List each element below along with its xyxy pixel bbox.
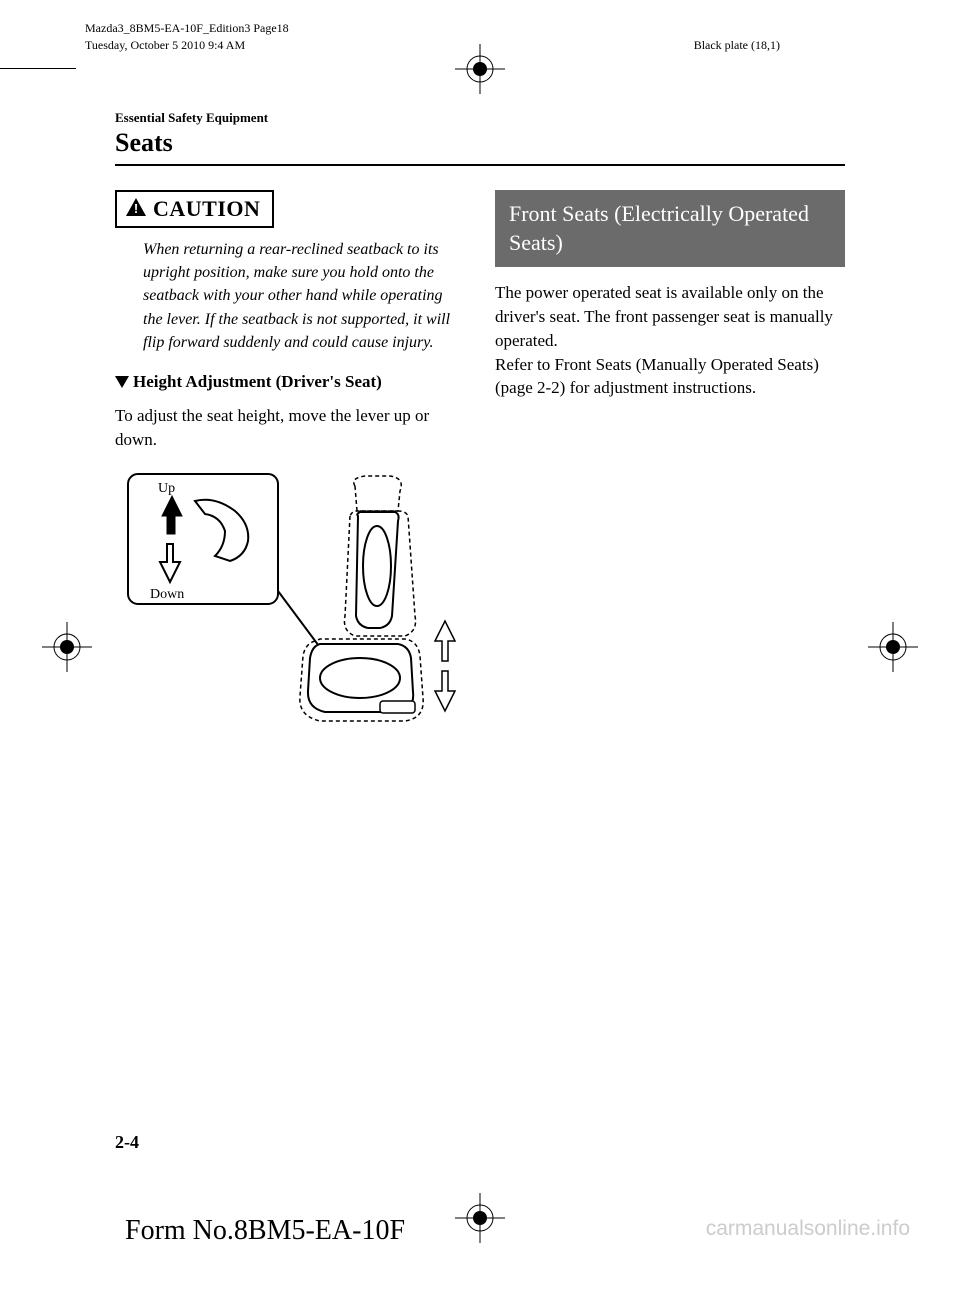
- header-plate: Black plate (18,1): [694, 38, 780, 53]
- section-category: Essential Safety Equipment: [115, 110, 845, 126]
- body-text-right-2: Refer to Front Seats (Manually Operated …: [495, 353, 845, 401]
- doc-timestamp: Tuesday, October 5 2010 9:4 AM: [85, 37, 289, 54]
- doc-id: Mazda3_8BM5-EA-10F_Edition3 Page18: [85, 20, 289, 37]
- triangle-marker-icon: [115, 376, 129, 388]
- watermark: carmanualsonline.info: [706, 1217, 910, 1241]
- trim-line: [0, 68, 76, 69]
- body-text-left: To adjust the seat height, move the leve…: [115, 404, 465, 452]
- crop-mark-left: [42, 622, 92, 672]
- crop-mark-right: [868, 622, 918, 672]
- page-number: 2-4: [115, 1132, 139, 1153]
- caution-label: CAUTION: [153, 196, 260, 222]
- section-header: Essential Safety Equipment Seats: [115, 110, 845, 166]
- section-banner: Front Seats (Electrically Operated Seats…: [495, 190, 845, 267]
- subsection-heading-text: Height Adjustment (Driver's Seat): [133, 372, 382, 392]
- caution-box: ! CAUTION: [115, 190, 274, 228]
- down-label: Down: [150, 587, 184, 602]
- seat-illustration: Up Down: [115, 466, 465, 746]
- caution-text: When returning a rear-reclined seatback …: [115, 238, 465, 354]
- crop-mark-top: [455, 44, 505, 94]
- form-number: Form No.8BM5-EA-10F: [125, 1215, 405, 1247]
- warning-icon: !: [125, 197, 147, 222]
- page-container: Mazda3_8BM5-EA-10F_Edition3 Page18 Tuesd…: [0, 0, 960, 1293]
- header-meta: Mazda3_8BM5-EA-10F_Edition3 Page18 Tuesd…: [85, 20, 289, 54]
- up-label: Up: [158, 481, 175, 496]
- right-column: Front Seats (Electrically Operated Seats…: [495, 190, 845, 746]
- left-column: ! CAUTION When returning a rear-reclined…: [115, 190, 465, 746]
- crop-mark-bottom: [455, 1193, 505, 1243]
- body-text-right-1: The power operated seat is available onl…: [495, 281, 845, 352]
- svg-text:!: !: [134, 201, 138, 216]
- section-title: Seats: [115, 128, 845, 166]
- subsection-heading: Height Adjustment (Driver's Seat): [115, 372, 465, 392]
- content-area: ! CAUTION When returning a rear-reclined…: [115, 190, 845, 746]
